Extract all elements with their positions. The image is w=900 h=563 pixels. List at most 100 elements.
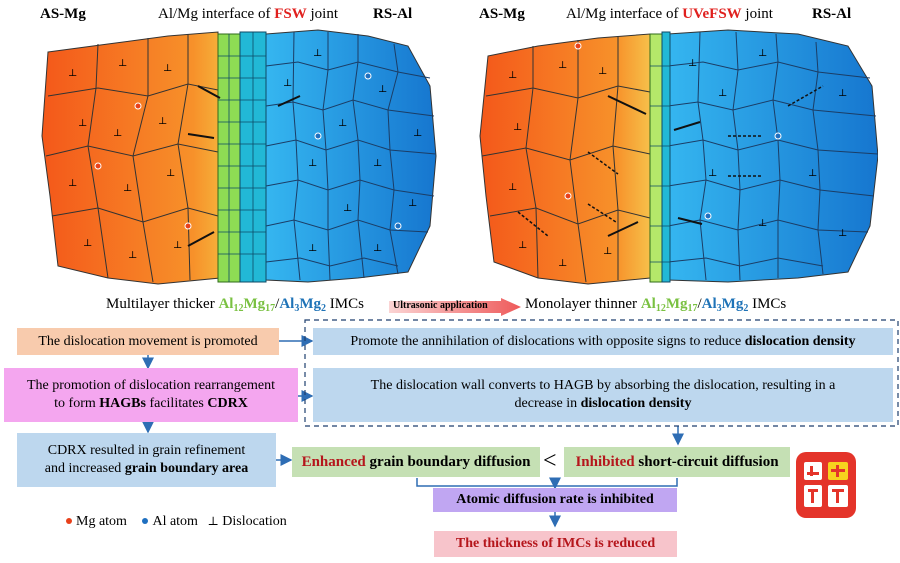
imc-separator: / xyxy=(697,296,702,312)
al-grain-boundaries xyxy=(265,31,437,281)
right-title-highlight: UVeFSW xyxy=(682,6,742,22)
imc-layer-cyan xyxy=(661,31,671,283)
dislocation-icon: ⊥ xyxy=(207,514,219,528)
left-panel-title: Al/Mg interface of FSW joint xyxy=(158,6,338,23)
box-cdrx-grain-refinement: CDRX resulted in grain refinement and in… xyxy=(17,433,276,487)
svg-text:⊥: ⊥ xyxy=(808,168,817,179)
legend-mg: Mg atom xyxy=(76,514,127,529)
svg-text:⊥: ⊥ xyxy=(708,168,717,179)
svg-text:⊥: ⊥ xyxy=(308,158,317,169)
svg-text:⊥: ⊥ xyxy=(758,218,767,229)
left-caption: Multilayer thicker Al12Mg17/Al3Mg2 IMCs xyxy=(106,296,364,314)
fsw-interface-illustration: ⊥ ⊥ ⊥ ⊥ ⊥ ⊥ ⊥ ⊥ ⊥ ⊥ ⊥ ⊥ ⊥ ⊥ ⊥ ⊥ ⊥ ⊥ ⊥ ⊥ ⊥ ⊥ ⊥ xyxy=(41,29,437,285)
right-title-suffix: joint xyxy=(741,6,773,22)
svg-text:⊥: ⊥ xyxy=(118,58,127,69)
legend: Mg atom Al atom ⊥ Dislocation xyxy=(66,514,287,530)
svg-text:⊥: ⊥ xyxy=(518,240,527,251)
dislocation-walls-right xyxy=(517,85,824,237)
svg-text:⊥: ⊥ xyxy=(598,66,607,77)
svg-text:⊥: ⊥ xyxy=(408,198,417,209)
imc-al12mg17: Al12Mg17 xyxy=(218,296,276,314)
svg-text:⊥: ⊥ xyxy=(343,203,352,214)
svg-text:⊥: ⊥ xyxy=(838,228,847,239)
svg-text:⊥: ⊥ xyxy=(373,243,382,254)
right-as-mg-label: AS-Mg xyxy=(479,6,525,22)
svg-text:⊥: ⊥ xyxy=(163,63,172,74)
imc-separator: / xyxy=(275,296,280,312)
svg-text:⊥: ⊥ xyxy=(558,60,567,71)
svg-text:⊥: ⊥ xyxy=(338,118,347,129)
imc-cells xyxy=(650,65,670,263)
svg-text:⊥: ⊥ xyxy=(83,238,92,249)
legend-al: Al atom xyxy=(152,514,198,529)
box-imc-thickness-reduced: The thickness of IMCs is reduced xyxy=(434,531,677,557)
box5-line1: The dislocation wall converts to HAGB by… xyxy=(370,378,836,393)
svg-text:⊥: ⊥ xyxy=(508,182,517,193)
box3-line1: CDRX resulted in grain refinement xyxy=(47,443,246,458)
legend-dislocation: Dislocation xyxy=(222,514,287,529)
less-than-sign: < xyxy=(543,448,557,474)
right-rs-al-label: RS-Al xyxy=(812,6,852,22)
left-caption-suffix: IMCs xyxy=(325,296,364,312)
box3-line2: and increased grain boundary area xyxy=(44,461,249,476)
svg-text:⊥: ⊥ xyxy=(718,88,727,99)
svg-text:⊥: ⊥ xyxy=(758,48,767,59)
left-title-suffix: joint xyxy=(306,6,338,22)
dislocation-marks-left: ⊥ ⊥ ⊥ ⊥ ⊥ ⊥ ⊥ ⊥ ⊥ ⊥ ⊥ ⊥ ⊥ ⊥ ⊥ ⊥ ⊥ ⊥ ⊥ ⊥ ⊥ ⊥ ⊥ xyxy=(68,48,422,261)
svg-text:⊥: ⊥ xyxy=(413,128,422,139)
left-title-highlight: FSW xyxy=(274,6,307,22)
box-annihilation-dislocations: Promote the annihilation of dislocations… xyxy=(313,328,893,355)
svg-text:⊥: ⊥ xyxy=(378,84,387,95)
right-panel-title: Al/Mg interface of UVeFSW joint xyxy=(566,6,773,23)
svg-text:⊥: ⊥ xyxy=(313,48,322,59)
svg-text:⊥: ⊥ xyxy=(173,240,182,251)
imc-cells xyxy=(218,32,266,282)
media-logo-mark xyxy=(800,458,852,512)
ultrasonic-arrow-shape xyxy=(389,298,521,316)
mg-grain-boundaries xyxy=(481,36,651,283)
svg-text:⊥: ⊥ xyxy=(838,88,847,99)
right-title-prefix: Al/Mg interface of xyxy=(566,6,683,22)
box-enhanced-gb-diffusion: Enhanced grain boundary diffusion xyxy=(292,447,540,477)
media-logo xyxy=(796,452,856,518)
svg-text:⊥: ⊥ xyxy=(158,116,167,127)
box5-line2: decrease in dislocation density xyxy=(514,396,692,411)
uvefsw-interface-illustration: ⊥ ⊥ ⊥ ⊥ ⊥ ⊥ ⊥ ⊥ ⊥ ⊥ ⊥ ⊥ ⊥ ⊥ ⊥ ⊥ xyxy=(479,29,878,285)
svg-text:⊥: ⊥ xyxy=(373,158,382,169)
svg-text:⊥: ⊥ xyxy=(78,118,87,129)
svg-text:⊥: ⊥ xyxy=(508,70,517,81)
imc-al12mg17: Al12Mg17 xyxy=(640,296,698,314)
imc-al3mg2: Al3Mg2 xyxy=(279,296,326,314)
atoms-left xyxy=(94,72,402,230)
svg-text:⊥: ⊥ xyxy=(558,258,567,269)
atoms-right xyxy=(564,42,782,220)
svg-text:⊥: ⊥ xyxy=(68,68,77,79)
box2-line2: to form HAGBs facilitates CDRX xyxy=(54,396,248,411)
al-region xyxy=(265,29,437,283)
mg-atom-icon xyxy=(66,517,72,524)
al-atom-icon xyxy=(142,517,149,524)
svg-text:⊥: ⊥ xyxy=(123,183,132,194)
ultrasonic-label: Ultrasonic application xyxy=(393,300,488,311)
left-as-mg-label: AS-Mg xyxy=(40,6,86,22)
svg-text:⊥: ⊥ xyxy=(308,243,317,254)
svg-text:⊥: ⊥ xyxy=(113,128,122,139)
right-caption-suffix: IMCs xyxy=(748,296,787,312)
imc-al3mg2: Al3Mg2 xyxy=(701,296,749,314)
left-caption-prefix: Multilayer thicker xyxy=(106,296,219,312)
box-dislocation-rearrangement: The promotion of dislocation rearrangeme… xyxy=(4,368,298,422)
box-atomic-diffusion: Atomic diffusion rate is inhibited xyxy=(433,488,677,512)
svg-text:⊥: ⊥ xyxy=(603,246,612,257)
svg-text:⊥: ⊥ xyxy=(688,58,697,69)
box-inhibited-short-circuit: Inhibited short-circuit diffusion xyxy=(564,447,790,477)
left-rs-al-label: RS-Al xyxy=(373,6,413,22)
diffusion-arrows-right xyxy=(607,95,703,237)
diffusion-arrows-left xyxy=(187,85,301,247)
left-title-prefix: Al/Mg interface of xyxy=(158,6,275,22)
svg-text:⊥: ⊥ xyxy=(166,168,175,179)
svg-text:⊥: ⊥ xyxy=(68,178,77,189)
right-caption-prefix: Monolayer thinner xyxy=(525,296,641,312)
dislocation-marks-right: ⊥ ⊥ ⊥ ⊥ ⊥ ⊥ ⊥ ⊥ ⊥ ⊥ ⊥ ⊥ ⊥ ⊥ ⊥ ⊥ xyxy=(508,48,847,269)
svg-text:⊥: ⊥ xyxy=(283,78,292,89)
svg-text:⊥: ⊥ xyxy=(513,122,522,133)
